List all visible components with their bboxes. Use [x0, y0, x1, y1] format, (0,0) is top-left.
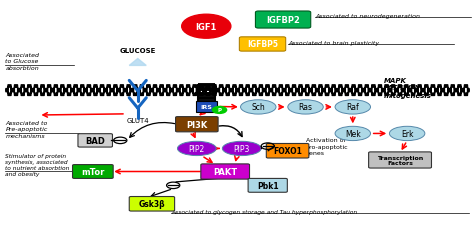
- FancyBboxPatch shape: [266, 144, 309, 158]
- FancyBboxPatch shape: [175, 117, 218, 132]
- Text: Associated to brain plasticity: Associated to brain plasticity: [288, 41, 379, 46]
- FancyBboxPatch shape: [255, 12, 311, 29]
- Text: Mek: Mek: [345, 129, 361, 138]
- Text: Associated to glycogen storage and Tau hyperphosphorylation: Associated to glycogen storage and Tau h…: [171, 209, 357, 214]
- FancyBboxPatch shape: [196, 101, 217, 112]
- Text: FOXO1: FOXO1: [273, 147, 302, 155]
- FancyBboxPatch shape: [129, 197, 174, 211]
- Circle shape: [182, 15, 231, 39]
- Text: IGFBP2: IGFBP2: [266, 16, 300, 25]
- Text: PI3K: PI3K: [186, 120, 208, 129]
- Text: IGF1: IGF1: [196, 23, 217, 32]
- Text: Ras: Ras: [299, 103, 312, 112]
- Circle shape: [212, 107, 227, 114]
- Ellipse shape: [335, 127, 371, 141]
- Ellipse shape: [335, 100, 371, 115]
- Ellipse shape: [222, 142, 261, 156]
- Text: Associated to
Pre-apoptotic
mechanisms: Associated to Pre-apoptotic mechanisms: [5, 121, 48, 138]
- Text: Stimulator of protein
synthesis, associated
to nutrient absorbtion
and obesity: Stimulator of protein synthesis, associa…: [5, 153, 70, 177]
- Text: BAD: BAD: [85, 136, 105, 145]
- Text: PAKT: PAKT: [213, 167, 237, 176]
- Text: GLUCOSE: GLUCOSE: [119, 48, 156, 54]
- Text: MAPK
PATHWAY
mitogenesis: MAPK PATHWAY mitogenesis: [383, 77, 431, 98]
- FancyBboxPatch shape: [201, 164, 249, 179]
- Ellipse shape: [390, 127, 425, 141]
- Ellipse shape: [240, 100, 276, 115]
- Text: PIP2: PIP2: [189, 144, 205, 153]
- Text: Activation of
pro-apoptotic
genes: Activation of pro-apoptotic genes: [306, 138, 348, 155]
- Text: Associated to neurodegeneration: Associated to neurodegeneration: [315, 14, 420, 19]
- FancyBboxPatch shape: [248, 179, 287, 192]
- FancyBboxPatch shape: [239, 38, 286, 52]
- Polygon shape: [129, 59, 146, 66]
- Text: Associated
to Glucose
absorbtion: Associated to Glucose absorbtion: [5, 53, 39, 70]
- Text: IRS: IRS: [201, 104, 212, 109]
- Text: P: P: [218, 108, 221, 113]
- FancyBboxPatch shape: [73, 165, 113, 179]
- FancyBboxPatch shape: [78, 134, 112, 147]
- Text: Raf: Raf: [346, 103, 359, 112]
- FancyBboxPatch shape: [369, 152, 431, 168]
- Text: PIP3: PIP3: [234, 144, 250, 153]
- Text: Sch: Sch: [251, 103, 265, 112]
- Text: GLUT4: GLUT4: [127, 117, 149, 123]
- Text: Gsk3β: Gsk3β: [138, 199, 165, 208]
- Text: IGFBP5: IGFBP5: [247, 40, 278, 49]
- Text: Pbk1: Pbk1: [257, 181, 279, 190]
- Text: Transcription
Factors: Transcription Factors: [377, 155, 423, 166]
- Ellipse shape: [177, 142, 216, 156]
- Ellipse shape: [288, 100, 323, 115]
- Text: Erk: Erk: [401, 129, 413, 138]
- Text: mTor: mTor: [81, 167, 105, 176]
